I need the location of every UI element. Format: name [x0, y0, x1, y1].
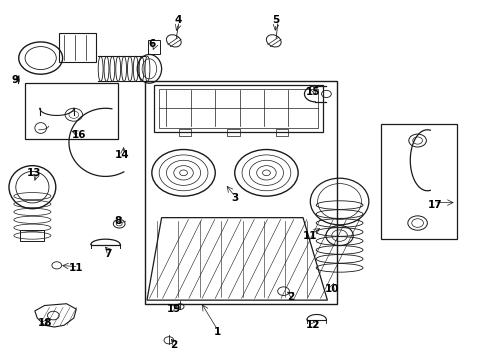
Bar	[276, 130, 288, 136]
Text: 8: 8	[114, 216, 121, 226]
Text: 15: 15	[305, 87, 319, 97]
Text: 3: 3	[231, 193, 238, 203]
Text: 1: 1	[214, 327, 221, 337]
Polygon shape	[147, 218, 327, 300]
Text: 11: 11	[69, 263, 83, 273]
Text: 16: 16	[71, 130, 86, 140]
Bar	[380, 125, 456, 239]
Bar	[227, 130, 239, 136]
Text: 2: 2	[170, 340, 177, 350]
Text: 19: 19	[166, 304, 181, 314]
Text: 4: 4	[175, 15, 182, 26]
Text: 12: 12	[305, 320, 319, 330]
Bar	[25, 83, 118, 139]
Bar	[148, 40, 160, 54]
Text: 14: 14	[115, 150, 130, 160]
Text: 2: 2	[286, 292, 294, 302]
Bar	[159, 89, 317, 128]
Text: 6: 6	[148, 40, 155, 49]
Text: 9: 9	[12, 75, 19, 85]
Text: 17: 17	[427, 200, 441, 210]
Bar	[59, 33, 96, 62]
Polygon shape	[35, 304, 76, 327]
Text: 18: 18	[37, 319, 52, 328]
Text: 10: 10	[325, 284, 339, 294]
Text: 13: 13	[26, 168, 41, 178]
Text: 7: 7	[104, 248, 111, 258]
Text: 5: 5	[272, 15, 279, 26]
Bar	[154, 85, 322, 132]
Text: 11: 11	[303, 231, 317, 240]
Bar	[178, 130, 190, 136]
Bar	[20, 230, 43, 241]
Bar	[144, 81, 336, 304]
